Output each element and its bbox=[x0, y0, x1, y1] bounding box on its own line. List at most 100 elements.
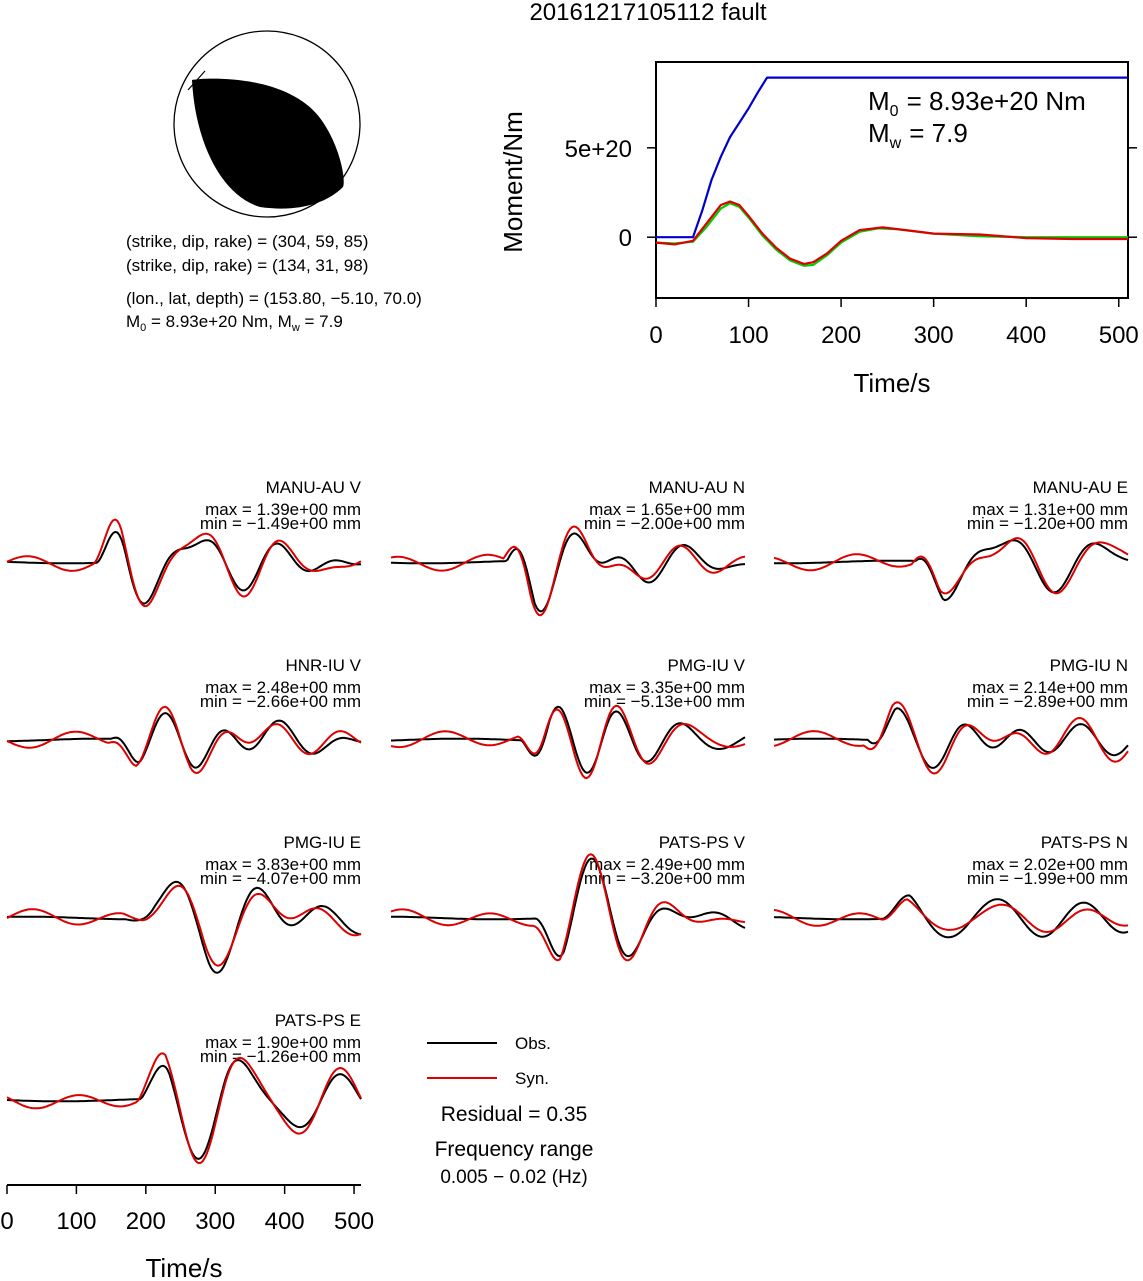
time-axis-tick-label: 400 bbox=[265, 1208, 305, 1235]
time-axis-tick-label: 300 bbox=[195, 1208, 235, 1235]
panel-max-label: max = 3.83e+00 mm bbox=[205, 855, 361, 874]
synthetic-trace bbox=[6, 1052, 362, 1165]
moment-plot: 0 100 200 300 400 500 0 5e+20 M0 = 8.93e+20 Nm M… bbox=[498, 61, 1139, 398]
legend: Obs. Syn. Residual = 0.35 Frequency rang… bbox=[427, 1034, 593, 1188]
panel-station-label: PMG-IU E bbox=[284, 833, 361, 852]
panel-max-label: max = 1.31e+00 mm bbox=[972, 500, 1128, 519]
figure-title: 20161217105112 fault bbox=[529, 0, 766, 26]
moment-xtick-label: 300 bbox=[914, 322, 954, 349]
synthetic-trace bbox=[6, 518, 362, 608]
moment-xtick-label: 100 bbox=[729, 322, 769, 349]
panel-station-label: PATS-PS V bbox=[659, 833, 746, 852]
synthetic-trace bbox=[390, 525, 746, 617]
moment-summary-text: M0 = 8.93e+20 Nm, Mw = 7.9 bbox=[126, 312, 343, 334]
observed-trace bbox=[6, 1059, 362, 1160]
nodal-plane-1-text: (strike, dip, rake) = (304, 59, 85) bbox=[126, 232, 368, 251]
observed-trace bbox=[390, 532, 746, 613]
synthetic-trace bbox=[773, 537, 1129, 595]
moment-plot-series bbox=[655, 76, 1128, 267]
panel-max-label: max = 1.65e+00 mm bbox=[589, 500, 745, 519]
panel-station-label: PATS-PS N bbox=[1041, 833, 1128, 852]
beachball-compression-quadrant bbox=[192, 78, 344, 209]
panel-min-label: min = −1.20e+00 mm bbox=[967, 514, 1128, 533]
panel-station-label: MANU-AU N bbox=[649, 478, 745, 497]
time-axis-tick-label: 100 bbox=[56, 1208, 96, 1235]
panel-min-label: min = −1.99e+00 mm bbox=[967, 869, 1128, 888]
moment-xtick-label: 0 bbox=[649, 322, 662, 349]
observed-trace bbox=[7, 712, 362, 769]
panel-station-label: MANU-AU E bbox=[1033, 478, 1128, 497]
panel-min-label: min = −4.07e+00 mm bbox=[200, 869, 361, 888]
time-axis-tick-label: 500 bbox=[334, 1208, 374, 1235]
moment-cumulative-line bbox=[656, 76, 1128, 239]
time-axis-tick-label: 0 bbox=[0, 1208, 13, 1235]
panel-station-label: PMG-IU V bbox=[668, 656, 746, 675]
panel-max-label: max = 2.49e+00 mm bbox=[589, 855, 745, 874]
panel-max-label: max = 1.39e+00 mm bbox=[205, 500, 361, 519]
synthetic-trace bbox=[6, 884, 362, 967]
legend-obs-label: Obs. bbox=[515, 1034, 551, 1053]
synthetic-trace bbox=[390, 853, 746, 962]
panel-station-label: MANU-AU V bbox=[266, 478, 362, 497]
moment-plot-ylabel: Moment/Nm bbox=[498, 111, 528, 253]
panel-station-label: PATS-PS E bbox=[275, 1011, 361, 1030]
legend-frequency-range: 0.005 − 0.02 (Hz) bbox=[440, 1167, 587, 1188]
panel-max-label: max = 3.35e+00 mm bbox=[589, 678, 745, 697]
nodal-plane-2-text: (strike, dip, rake) = (134, 31, 98) bbox=[126, 256, 368, 275]
panel-min-label: min = −2.89e+00 mm bbox=[967, 692, 1128, 711]
moment-xtick-label: 400 bbox=[1006, 322, 1046, 349]
panel-min-label: min = −1.49e+00 mm bbox=[200, 514, 361, 533]
panel-max-label: max = 2.02e+00 mm bbox=[972, 855, 1128, 874]
synthetic-trace bbox=[773, 898, 1129, 933]
waveform-xlabel: Time/s bbox=[145, 1253, 222, 1281]
panel-max-label: max = 2.14e+00 mm bbox=[972, 678, 1128, 697]
legend-residual: Residual = 0.35 bbox=[441, 1103, 588, 1126]
waveform-time-axis: 0 100 200 300 400 500 bbox=[0, 1184, 374, 1235]
moment-plot-frame bbox=[655, 61, 1129, 299]
panel-max-label: max = 2.48e+00 mm bbox=[205, 678, 361, 697]
moment-plot-xlabel: Time/s bbox=[853, 368, 930, 398]
panel-min-label: min = −5.13e+00 mm bbox=[584, 692, 745, 711]
observed-trace bbox=[773, 707, 1129, 769]
moment-ytick-label: 0 bbox=[619, 225, 632, 252]
observed-trace bbox=[773, 894, 1129, 939]
panel-station-label: HNR-IU V bbox=[285, 656, 361, 675]
moment-xtick-label: 200 bbox=[821, 322, 861, 349]
moment-ytick-label: 5e+20 bbox=[565, 136, 632, 163]
synthetic-trace bbox=[6, 705, 362, 774]
observed-trace bbox=[6, 880, 362, 974]
legend-syn-label: Syn. bbox=[515, 1069, 549, 1088]
panel-min-label: min = −2.00e+00 mm bbox=[584, 514, 745, 533]
observed-trace bbox=[6, 530, 362, 605]
synthetic-trace bbox=[773, 701, 1129, 775]
time-axis-tick-label: 200 bbox=[126, 1208, 166, 1235]
panel-min-label: min = −3.20e+00 mm bbox=[584, 869, 745, 888]
legend-frequency-title: Frequency range bbox=[435, 1138, 594, 1161]
panel-max-label: max = 1.90e+00 mm bbox=[205, 1033, 361, 1052]
moment-rate-green-line bbox=[655, 202, 1128, 267]
synthetic-trace bbox=[390, 704, 746, 780]
observed-trace bbox=[391, 705, 746, 774]
moment-plot-axes: 0 100 200 300 400 500 0 5e+20 bbox=[565, 136, 1139, 349]
moment-plot-m0-label: M0 = 8.93e+20 Nm bbox=[868, 86, 1086, 120]
panel-min-label: min = −2.66e+00 mm bbox=[200, 692, 361, 711]
location-text: (lon., lat, depth) = (153.80, −5.10, 70.… bbox=[126, 289, 422, 308]
panel-station-label: PMG-IU N bbox=[1050, 656, 1128, 675]
moment-rate-red-line bbox=[655, 200, 1128, 266]
beachball-nodal-line bbox=[187, 70, 206, 91]
beachball bbox=[173, 30, 361, 218]
panel-min-label: min = −1.26e+00 mm bbox=[200, 1047, 361, 1066]
moment-xtick-label: 500 bbox=[1099, 322, 1139, 349]
